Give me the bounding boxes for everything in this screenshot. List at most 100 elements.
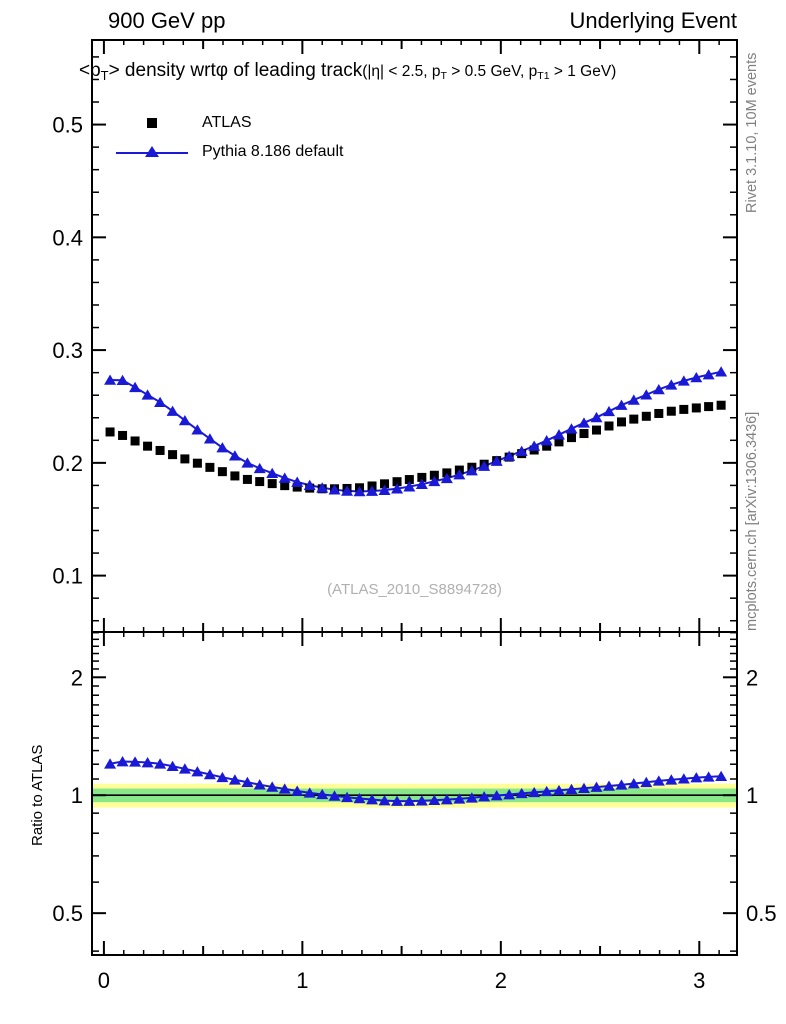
atlas-square-marker-icon xyxy=(116,117,188,128)
ratio-data-point xyxy=(602,780,615,791)
subscript-text: T xyxy=(440,69,447,82)
atlas-data-point xyxy=(679,404,689,414)
analysis-id-watermark: (ATLAS_2010_S8894728) xyxy=(327,581,502,598)
pythia-data-point xyxy=(241,457,254,468)
ratio-data-point xyxy=(515,787,528,799)
pythia-data-point xyxy=(428,475,441,487)
atlas-data-point xyxy=(654,408,664,418)
pythia-data-point xyxy=(503,450,516,461)
pythia-data-point xyxy=(178,414,191,426)
atlas-data-point xyxy=(180,454,190,464)
pythia-data-point xyxy=(552,429,565,440)
y-axis-tick-label: 0.4 xyxy=(52,225,83,250)
pythia-data-point xyxy=(453,469,466,480)
ratio-data-point xyxy=(465,792,478,803)
legend-label-pythia: Pythia 8.186 default xyxy=(202,142,344,160)
ratio-data-point xyxy=(191,766,204,777)
ratio-tick-label-right: 0.5 xyxy=(746,901,777,926)
title-text: of leading track xyxy=(228,60,363,81)
ratio-data-point xyxy=(341,791,354,803)
ratio-data-point xyxy=(715,770,728,782)
ratio-data-point xyxy=(627,778,640,789)
pythia-data-point xyxy=(278,472,291,483)
ratio-tick-label-right: 2 xyxy=(746,665,758,690)
pythia-data-point xyxy=(154,396,167,407)
y-axis-tick-label: 0.5 xyxy=(52,113,83,138)
rivet-version-credit: Rivet 3.1.10, 10M events xyxy=(744,52,760,213)
legend-entry-atlas: ATLAS xyxy=(116,108,343,137)
ratio-data-point xyxy=(552,784,565,796)
pythia-data-point xyxy=(478,460,491,471)
ratio-data-point xyxy=(328,790,341,801)
atlas-data-point xyxy=(242,474,252,484)
atlas-data-point xyxy=(168,450,178,460)
title-text: <p xyxy=(79,60,101,81)
atlas-data-point xyxy=(118,430,128,440)
pythia-data-point xyxy=(353,485,366,497)
atlas-data-point xyxy=(404,475,414,485)
ratio-data-point xyxy=(378,795,391,806)
analysis-group-label: Underlying Event xyxy=(569,8,737,33)
atlas-data-point xyxy=(691,403,701,413)
pythia-data-point xyxy=(615,399,628,410)
pythia-data-point xyxy=(715,366,728,377)
ratio-data-point xyxy=(203,768,216,780)
pythia-data-point xyxy=(228,450,241,461)
pythia-data-point xyxy=(391,483,404,494)
atlas-data-point xyxy=(641,411,651,421)
atlas-data-point xyxy=(616,417,626,427)
atlas-data-point xyxy=(130,436,140,446)
ratio-data-point xyxy=(690,772,703,783)
pythia-data-point xyxy=(602,405,615,417)
pythia-data-point xyxy=(665,379,678,390)
pythia-data-point xyxy=(378,484,391,495)
atlas-data-point xyxy=(217,467,227,477)
atlas-data-point xyxy=(255,477,265,487)
pythia-data-point xyxy=(652,383,665,395)
ratio-tick-label-left: 2 xyxy=(71,665,83,690)
observable-title-cuts: (|η| < 2.5, pT > 0.5 GeV, pT1 > 1 GeV) xyxy=(362,63,616,82)
ratio-data-point xyxy=(253,779,266,790)
pythia-data-point xyxy=(266,467,279,479)
atlas-data-point xyxy=(429,470,439,480)
ratio-data-point xyxy=(490,790,503,801)
ratio-data-point xyxy=(665,774,678,785)
title-text: > density wrt xyxy=(108,60,216,81)
ratio-data-point xyxy=(503,789,516,800)
y-axis-tick-label: 0.2 xyxy=(52,451,83,476)
atlas-data-point xyxy=(192,458,202,468)
pythia-data-point xyxy=(690,371,703,383)
pythia-data-point xyxy=(440,472,453,484)
ratio-data-point xyxy=(440,794,453,805)
ratio-axis-label: Ratio to ATLAS xyxy=(29,744,46,846)
y-axis-tick-label: 0.3 xyxy=(52,338,83,363)
ratio-data-point xyxy=(528,786,541,798)
pythia-data-point xyxy=(640,389,653,400)
ratio-data-point xyxy=(415,795,428,806)
ratio-tick-label-right: 1 xyxy=(746,783,758,808)
ratio-data-point xyxy=(178,763,191,774)
pythia-data-point xyxy=(627,394,640,405)
pythia-data-point xyxy=(702,369,715,380)
ratio-panel-frame xyxy=(91,631,738,956)
beam-energy-label: 900 GeV pp xyxy=(108,8,226,33)
title-text: > 0.5 GeV, p xyxy=(446,63,538,80)
pythia-data-point xyxy=(341,485,354,496)
pythia-data-point xyxy=(328,484,341,495)
pythia-data-point xyxy=(590,411,603,423)
pythia-data-point xyxy=(465,465,478,476)
pythia-data-point xyxy=(216,442,229,453)
y-axis-tick-label: 0.1 xyxy=(52,564,83,589)
ratio-data-point xyxy=(129,756,142,767)
ratio-data-point xyxy=(652,775,665,786)
pythia-data-point xyxy=(253,462,266,474)
pythia-data-point xyxy=(166,405,179,416)
ratio-data-point xyxy=(141,757,154,768)
atlas-data-point xyxy=(267,479,277,489)
x-axis-tick-label: 3 xyxy=(693,968,705,993)
ratio-data-point xyxy=(216,771,229,783)
ratio-data-point xyxy=(428,794,441,806)
ratio-data-point xyxy=(577,782,590,794)
